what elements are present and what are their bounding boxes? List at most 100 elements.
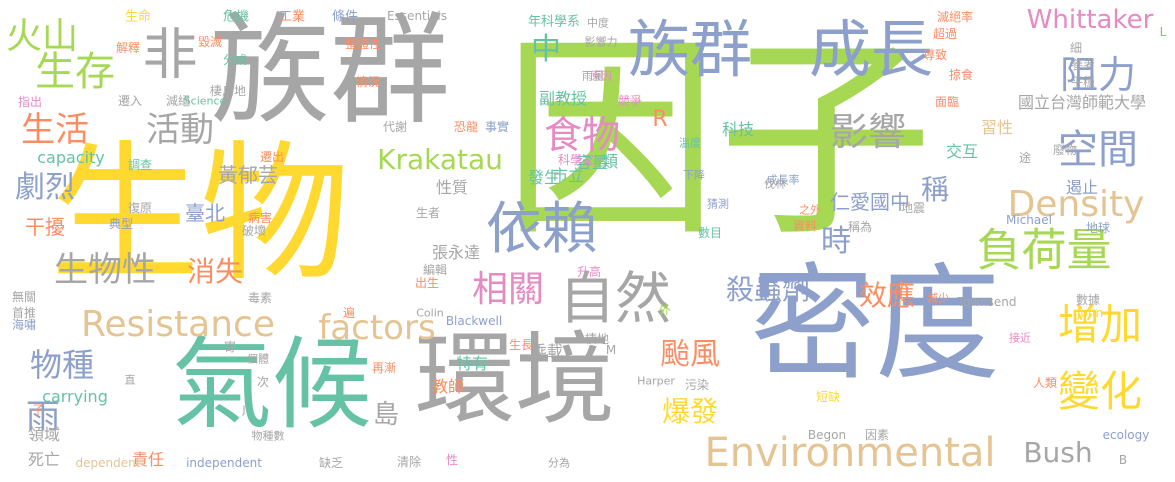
cloud-word: 殺蟲劑 — [725, 273, 811, 306]
cloud-word: 數目 — [697, 226, 723, 240]
cloud-word: Harper — [637, 374, 675, 388]
cloud-word: 減少 — [927, 291, 949, 305]
cloud-word: 影響力 — [584, 35, 618, 49]
cloud-word: 物種 — [29, 346, 95, 384]
cloud-word: 伐林 — [764, 177, 786, 191]
cloud-word: 指出 — [17, 95, 43, 109]
cloud-word: 分成 — [222, 53, 248, 67]
cloud-word: 生長 — [508, 338, 534, 352]
cloud-word: 效應 — [858, 279, 916, 312]
cloud-word: 滅絕率 — [936, 10, 974, 24]
cloud-word: 乘載 — [530, 342, 564, 361]
cloud-word: 生命 — [124, 9, 152, 25]
cloud-word: 參考 — [1070, 58, 1096, 72]
cloud-word: 無關 — [11, 290, 37, 304]
cloud-word: 途 — [1018, 151, 1032, 165]
cloud-word: 首推 — [11, 306, 37, 320]
cloud-word: Resistance — [81, 304, 275, 345]
cloud-word: 代謝 — [382, 120, 408, 134]
cloud-word: 遍 — [342, 306, 356, 320]
cloud-word: John — [1076, 306, 1104, 320]
cloud-word: 減絕 — [165, 94, 191, 108]
cloud-word: 依賴 — [486, 197, 598, 262]
cloud-word: 影響 — [829, 110, 907, 154]
cloud-word: Colin — [416, 306, 444, 320]
cloud-word: 爆發 — [661, 395, 719, 428]
cloud-word: 市立 — [551, 166, 585, 185]
cloud-word: 物種數 — [251, 429, 285, 443]
cloud-word: 生者 — [415, 206, 441, 220]
cloud-word: 食物 — [543, 113, 621, 157]
cloud-word: 情況 — [355, 75, 381, 89]
cloud-word: 成長 — [808, 13, 934, 86]
cloud-word: 年科學系 — [527, 14, 581, 30]
cloud-word: 國立台灣師範大學 — [1017, 93, 1147, 112]
cloud-word: 病害 — [247, 211, 273, 225]
cloud-word: 危機 — [222, 9, 250, 25]
cloud-word: 海嘯 — [11, 318, 37, 332]
cloud-word: 因子 — [503, 14, 933, 266]
cloud-word: 自然 — [559, 267, 671, 332]
cloud-word: 再漸 — [371, 361, 397, 375]
cloud-word: 成長率 — [766, 173, 800, 187]
cloud-word: 科學家 — [557, 153, 595, 167]
cloud-word: 地震 — [900, 201, 926, 215]
cloud-word: 中 — [531, 32, 561, 67]
cloud-word: 工業 — [278, 9, 306, 25]
cloud-word: 升高 — [576, 265, 602, 279]
cloud-word: 事實 — [484, 120, 510, 134]
cloud-word: independent — [186, 456, 262, 470]
cloud-word: 細 — [1069, 41, 1083, 55]
cloud-word: 資料 — [792, 219, 818, 233]
cloud-word: 責任 — [131, 450, 165, 469]
cloud-word: 分為 — [548, 456, 570, 470]
cloud-word: 寄 — [223, 340, 237, 354]
cloud-word: 子 — [31, 403, 45, 417]
cloud-word: 發生 — [527, 168, 561, 187]
cloud-word: R — [652, 107, 668, 132]
cloud-word: Bush — [1023, 436, 1093, 469]
cloud-word: Blackwell — [445, 314, 503, 328]
cloud-word: Whittaker — [1026, 5, 1154, 35]
cloud-word: 阻力 — [1059, 53, 1137, 97]
cloud-word: 下降 — [683, 168, 705, 182]
cloud-word: 復原 — [127, 201, 153, 215]
cloud-word: 個體 — [247, 352, 269, 366]
cloud-word: 副教授 — [538, 89, 588, 108]
cloud-word: 之外 — [799, 203, 821, 217]
cloud-word: Environmental — [704, 430, 996, 476]
cloud-word: 接近 — [1009, 331, 1031, 345]
cloud-word: 颱風 — [660, 337, 720, 372]
cloud-word: Michael — [1006, 213, 1052, 227]
cloud-word: Density — [1007, 184, 1145, 225]
cloud-word: 猜測 — [707, 197, 729, 211]
cloud-word: Science — [183, 94, 227, 108]
cloud-word: 臺北 — [185, 201, 225, 225]
cloud-word: 棲地 — [584, 332, 610, 346]
cloud-word: 導致 — [922, 48, 948, 62]
cloud-word: 遏止 — [1065, 178, 1099, 197]
cloud-word: 族群 — [627, 13, 753, 86]
cloud-word: 平穩 — [1070, 75, 1096, 89]
cloud-word: 負荷量 — [976, 223, 1112, 277]
cloud-word: Begon — [807, 428, 847, 442]
cloud-word: 死亡 — [27, 450, 61, 469]
cloud-word: B — [1118, 453, 1128, 467]
cloud-word: M — [605, 343, 617, 357]
cloud-word: 原因 — [590, 69, 612, 83]
cloud-word: dependent — [75, 456, 141, 470]
cloud-word: 毒素 — [247, 291, 273, 305]
cloud-word: 特有 — [455, 354, 489, 373]
cloud-word: 中度 — [587, 16, 609, 30]
cloud-word: 活動 — [146, 110, 214, 150]
cloud-word: 出生 — [414, 276, 440, 290]
cloud-word: 恐龍 — [453, 120, 479, 134]
cloud-word: 類 — [601, 152, 619, 171]
cloud-word: 容量 — [575, 153, 609, 172]
cloud-word: 性 — [445, 453, 459, 467]
cloud-word: 相關 — [471, 269, 545, 310]
cloud-word: 稱 — [920, 173, 950, 206]
cloud-word: 仁愛國中 — [830, 190, 910, 214]
cloud-word: 遷入 — [117, 94, 143, 108]
cloud-word: 交互 — [945, 142, 979, 161]
